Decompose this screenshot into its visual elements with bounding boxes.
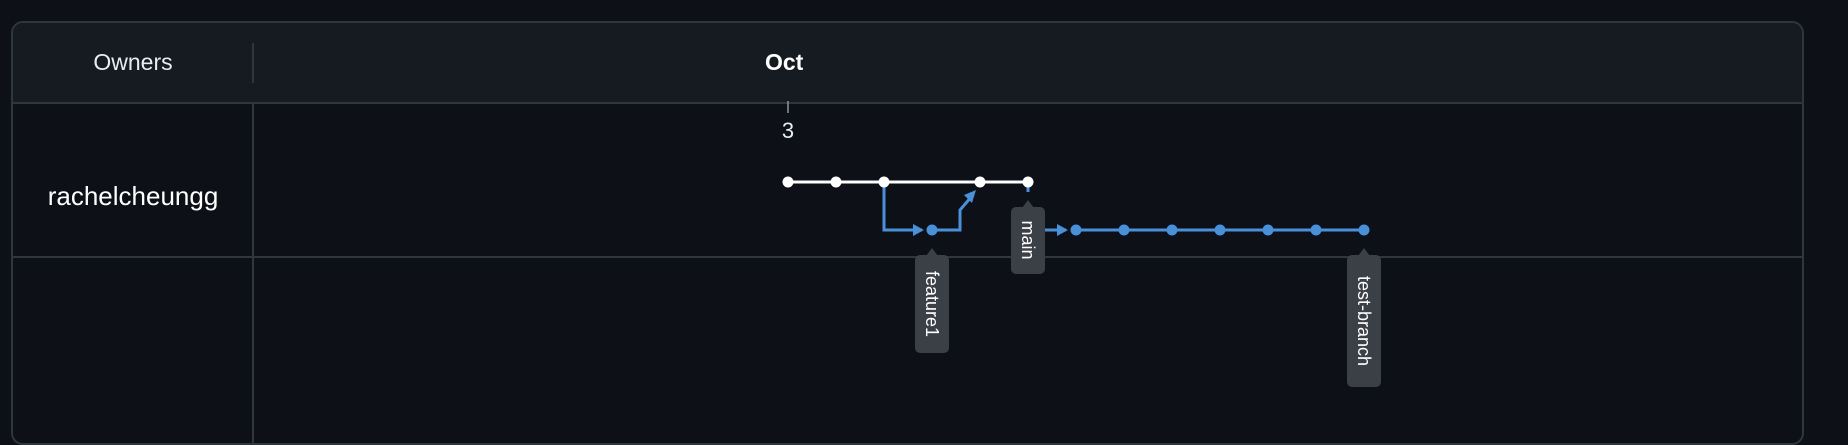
owners-column-divider <box>252 104 254 443</box>
branch-label-test-branch-text: test-branch <box>1354 276 1374 366</box>
merge-arrow <box>964 190 976 203</box>
branch-label-main[interactable]: main <box>1011 200 1045 274</box>
date-tick-label: 3 <box>782 118 794 143</box>
commit-dot[interactable] <box>926 224 938 236</box>
network-graph-panel: Owners Oct rachelcheungg <box>11 21 1804 445</box>
commit-dot[interactable] <box>1358 224 1370 236</box>
commit-dot[interactable] <box>830 176 842 188</box>
feature1-branch-line <box>882 182 922 232</box>
month-label: Oct <box>765 49 804 75</box>
commit-dot[interactable] <box>1118 224 1130 236</box>
commit-dot[interactable] <box>974 176 986 188</box>
commit-dot[interactable] <box>1070 224 1082 236</box>
commit-dot[interactable] <box>1262 224 1274 236</box>
commit-dot[interactable] <box>1022 176 1034 188</box>
branch-label-main-text: main <box>1018 220 1038 259</box>
header-divider <box>252 43 254 83</box>
feature1-arrow <box>913 224 924 236</box>
owners-column-header: Owners <box>93 49 173 75</box>
test-branch-arrow <box>1057 224 1068 236</box>
commit-graph: 3 main feature1 test-branch <box>782 101 1381 387</box>
merge-line <box>932 195 974 232</box>
branch-label-test-branch[interactable]: test-branch <box>1347 248 1381 387</box>
branch-label-feature1[interactable]: feature1 <box>915 248 949 353</box>
graph-header: Owners Oct <box>13 23 1802 104</box>
commit-dot[interactable] <box>1166 224 1178 236</box>
commit-dot[interactable] <box>1310 224 1322 236</box>
owner-row-rachelcheungg[interactable]: rachelcheungg <box>47 181 219 211</box>
commit-dot[interactable] <box>878 176 890 188</box>
owner-row-divider <box>13 256 1802 258</box>
branch-label-feature1-text: feature1 <box>922 271 942 337</box>
commit-dot[interactable] <box>1214 224 1226 236</box>
commit-dot[interactable] <box>782 176 794 188</box>
